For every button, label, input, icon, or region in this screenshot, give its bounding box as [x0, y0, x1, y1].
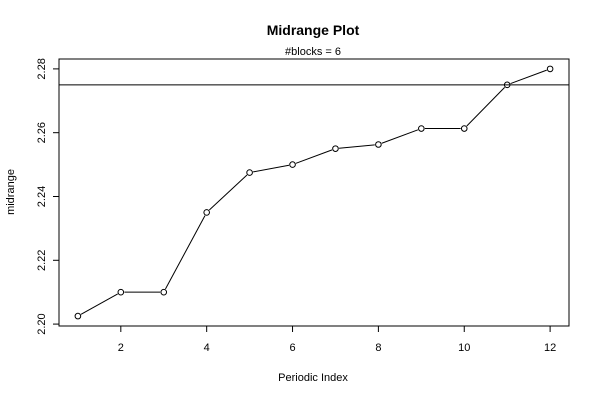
- x-tick-label: 4: [204, 342, 210, 354]
- data-point: [160, 288, 168, 296]
- y-axis: 2.20 2.22 2.24 2.26 2.28: [36, 58, 59, 335]
- series-line-segment: [338, 144, 375, 149]
- y-tick-label: 2.24: [36, 186, 48, 207]
- data-point: [74, 312, 82, 320]
- y-tick-label: 2.28: [36, 58, 48, 79]
- x-axis-label: Periodic Index: [278, 372, 348, 384]
- data-point: [203, 209, 210, 216]
- x-tick-label: 2: [118, 342, 124, 354]
- data-point: [289, 161, 296, 168]
- series-line-segment: [466, 87, 506, 127]
- data-point: [375, 141, 382, 148]
- series-line-segment: [295, 149, 333, 164]
- x-axis: 2 4 6 8 10 12: [118, 326, 556, 354]
- chart-title: Midrange Plot: [267, 22, 360, 38]
- data-point: [546, 65, 554, 73]
- y-tick-label: 2.22: [36, 250, 48, 271]
- chart-subtitle: #blocks = 6: [285, 46, 341, 58]
- data-point: [117, 288, 125, 296]
- x-tick-label: 8: [375, 342, 381, 354]
- data-point: [460, 125, 468, 132]
- series-line-segment: [208, 174, 248, 211]
- y-tick-label: 2.20: [36, 313, 48, 334]
- x-tick-label: 6: [289, 342, 295, 354]
- series-line-segment: [381, 129, 419, 144]
- series-line-segment: [80, 293, 118, 315]
- x-tick-label: 10: [458, 342, 470, 354]
- y-tick-label: 2.26: [36, 122, 48, 143]
- data-point: [503, 81, 511, 89]
- data-point: [332, 145, 339, 152]
- series-layer: [74, 65, 554, 320]
- series-line-segment: [253, 164, 290, 173]
- data-point: [418, 125, 425, 132]
- data-point: [246, 169, 253, 176]
- x-tick-label: 12: [544, 342, 556, 354]
- plot-frame: [58, 58, 570, 327]
- series-line-segment: [165, 215, 206, 290]
- y-axis-label: midrange: [5, 169, 17, 215]
- series-line-segment: [510, 69, 547, 85]
